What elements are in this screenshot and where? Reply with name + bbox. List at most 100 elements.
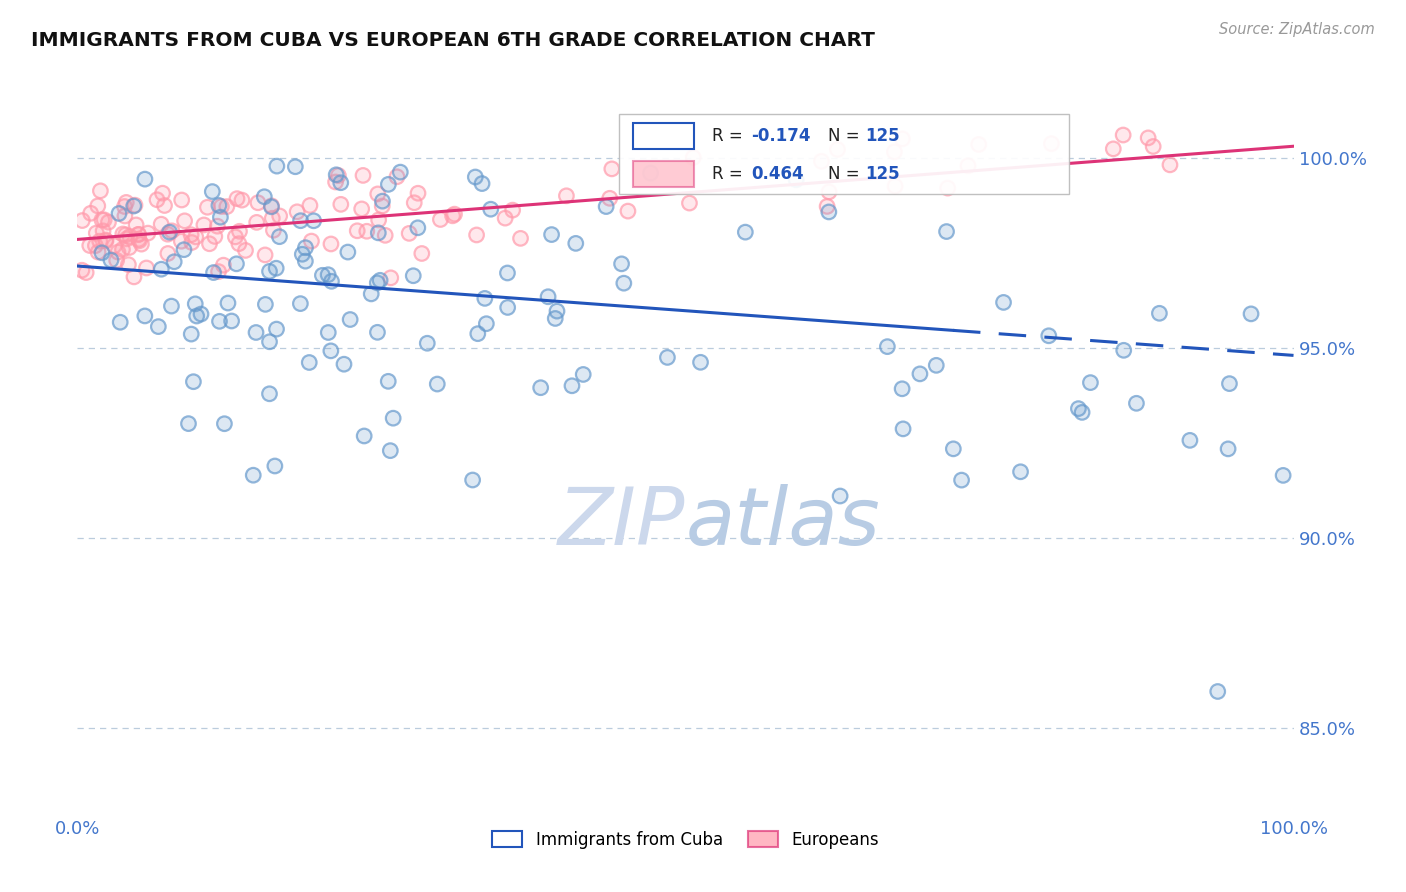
Point (152, 186, 174, 201)
Point (186, 309, 208, 323)
Point (184, 297, 207, 311)
Point (128, 227, 150, 242)
Point (509, 231, 531, 245)
Point (540, 227, 562, 242)
Point (245, 326, 267, 340)
Point (411, 246, 433, 260)
Point (156, 227, 179, 242)
Point (502, 203, 524, 218)
Point (734, 225, 756, 239)
Point (80, 206, 103, 220)
Point (128, 234, 150, 248)
Point (1071, 405, 1094, 419)
Point (385, 169, 408, 184)
Point (613, 276, 636, 290)
Point (103, 238, 125, 252)
Point (1240, 307, 1263, 321)
Point (159, 225, 181, 239)
Point (353, 429, 375, 443)
Point (94, 234, 117, 248)
Point (110, 315, 132, 329)
Point (479, 202, 502, 217)
Point (184, 230, 207, 244)
Point (135, 260, 157, 275)
Point (657, 351, 679, 365)
Point (70, 263, 93, 277)
Point (600, 161, 623, 176)
Point (285, 204, 308, 219)
Point (204, 229, 226, 244)
Point (124, 198, 146, 212)
Point (319, 237, 342, 252)
Point (125, 218, 148, 232)
Point (198, 236, 221, 251)
Bar (633, 161, 695, 186)
Point (260, 200, 283, 214)
Point (333, 357, 356, 371)
Point (111, 243, 134, 257)
Text: R =: R = (713, 127, 748, 145)
Point (170, 234, 193, 248)
Point (231, 193, 253, 207)
Point (371, 194, 394, 208)
Point (246, 195, 269, 210)
Point (316, 326, 339, 340)
Point (682, 151, 704, 165)
Point (150, 217, 173, 231)
Point (246, 215, 269, 229)
Point (1010, 465, 1032, 479)
Point (380, 270, 402, 285)
Point (1040, 136, 1063, 151)
Point (79, 238, 101, 252)
Point (891, 132, 914, 146)
Point (640, 166, 662, 180)
Point (876, 340, 898, 354)
Point (572, 368, 595, 382)
Point (105, 253, 128, 268)
Point (956, 159, 979, 173)
Point (264, 261, 287, 276)
Point (530, 381, 553, 395)
Point (163, 254, 186, 268)
Text: atlas: atlas (686, 483, 880, 562)
Point (118, 240, 141, 254)
Point (301, 234, 323, 248)
Point (371, 194, 394, 208)
Point (131, 237, 153, 252)
Point (228, 236, 250, 251)
Point (339, 312, 361, 326)
Point (294, 254, 316, 268)
Point (156, 246, 179, 260)
Point (352, 169, 374, 183)
Point (1178, 434, 1201, 448)
Point (148, 319, 170, 334)
Point (284, 160, 307, 174)
Point (1206, 684, 1229, 698)
Point (134, 172, 156, 186)
Point (471, 177, 494, 191)
Point (115, 232, 138, 246)
Point (1149, 306, 1171, 320)
Point (830, 489, 852, 503)
Point (404, 195, 426, 210)
Bar (633, 123, 695, 149)
Point (555, 189, 578, 203)
Point (259, 386, 281, 401)
Point (118, 240, 141, 254)
Point (1010, 465, 1032, 479)
Point (1142, 139, 1164, 153)
Point (328, 169, 350, 183)
Point (319, 343, 342, 358)
Point (818, 185, 841, 199)
Point (226, 192, 249, 206)
Point (398, 227, 420, 241)
Point (1216, 442, 1239, 456)
Point (259, 264, 281, 278)
Point (1159, 158, 1181, 172)
Point (75, 266, 97, 280)
Point (254, 297, 277, 311)
Point (115, 195, 138, 210)
Point (416, 336, 439, 351)
Point (1067, 401, 1090, 416)
Text: R =: R = (713, 165, 748, 183)
